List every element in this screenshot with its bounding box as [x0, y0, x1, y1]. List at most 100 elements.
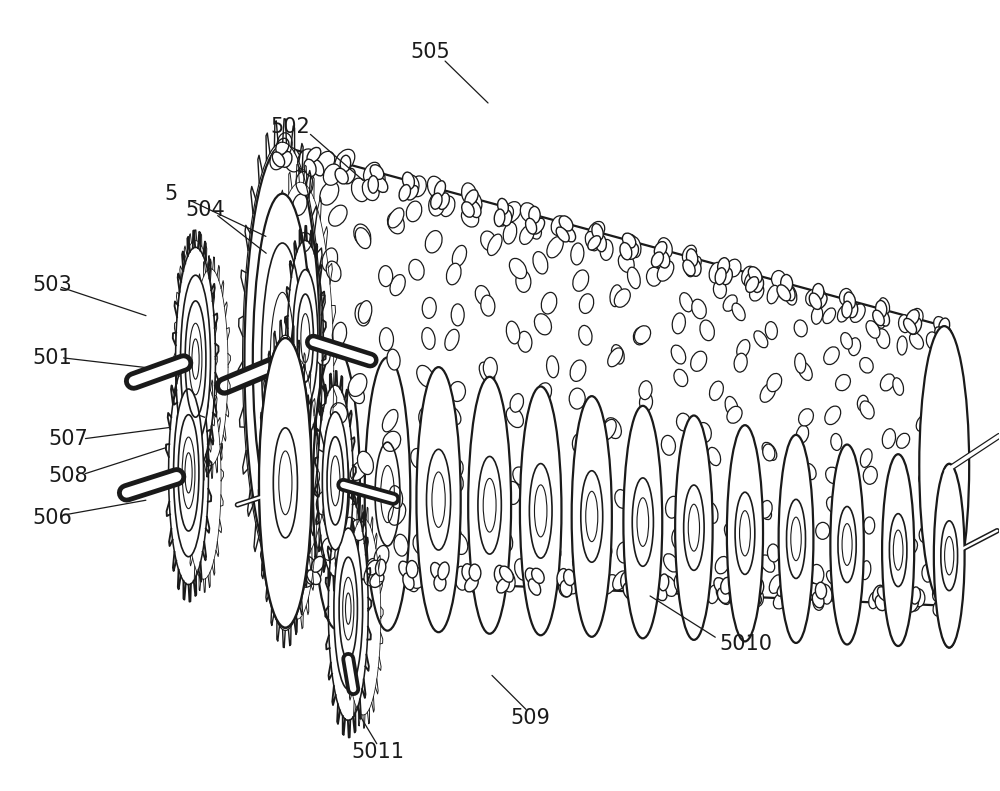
Ellipse shape [688, 569, 701, 591]
Ellipse shape [573, 550, 588, 571]
Ellipse shape [600, 574, 617, 594]
Ellipse shape [850, 304, 865, 323]
Ellipse shape [528, 579, 541, 596]
Ellipse shape [906, 309, 919, 326]
Ellipse shape [437, 560, 453, 580]
Ellipse shape [781, 578, 794, 596]
Ellipse shape [683, 259, 695, 276]
Ellipse shape [592, 224, 603, 240]
Ellipse shape [572, 433, 584, 452]
Ellipse shape [445, 406, 461, 425]
Ellipse shape [613, 571, 628, 590]
Ellipse shape [611, 345, 624, 364]
Ellipse shape [315, 151, 335, 174]
Ellipse shape [370, 165, 384, 180]
Ellipse shape [526, 558, 542, 579]
Ellipse shape [605, 418, 621, 438]
Ellipse shape [295, 386, 309, 409]
Ellipse shape [897, 487, 911, 504]
Ellipse shape [935, 558, 949, 574]
Ellipse shape [879, 297, 890, 314]
Ellipse shape [389, 486, 403, 509]
Ellipse shape [480, 439, 494, 460]
Ellipse shape [897, 336, 907, 355]
Ellipse shape [513, 467, 529, 486]
Ellipse shape [727, 426, 763, 642]
Ellipse shape [326, 422, 341, 445]
Ellipse shape [651, 252, 663, 267]
Ellipse shape [579, 293, 594, 313]
Ellipse shape [449, 381, 465, 402]
Ellipse shape [520, 225, 534, 244]
Ellipse shape [406, 561, 418, 578]
Ellipse shape [634, 449, 650, 470]
Ellipse shape [438, 193, 449, 210]
Ellipse shape [758, 502, 772, 520]
Ellipse shape [760, 501, 772, 518]
Ellipse shape [941, 589, 953, 605]
Ellipse shape [411, 567, 427, 589]
Ellipse shape [559, 216, 573, 231]
Ellipse shape [837, 305, 850, 322]
Ellipse shape [709, 263, 724, 283]
Ellipse shape [781, 274, 793, 292]
Ellipse shape [494, 566, 505, 583]
Ellipse shape [485, 501, 499, 520]
Ellipse shape [869, 592, 879, 609]
Ellipse shape [934, 316, 946, 333]
Ellipse shape [368, 169, 385, 193]
Ellipse shape [643, 580, 657, 600]
Ellipse shape [481, 295, 495, 316]
Ellipse shape [578, 498, 593, 517]
Ellipse shape [434, 575, 446, 591]
Ellipse shape [374, 176, 388, 192]
Ellipse shape [259, 338, 312, 627]
Text: 504: 504 [186, 200, 225, 220]
Ellipse shape [529, 577, 543, 596]
Ellipse shape [299, 564, 317, 587]
Ellipse shape [340, 155, 351, 172]
Ellipse shape [322, 412, 348, 550]
Ellipse shape [752, 578, 764, 596]
Ellipse shape [885, 573, 897, 589]
Ellipse shape [390, 274, 405, 296]
Ellipse shape [734, 354, 747, 372]
Ellipse shape [601, 419, 616, 440]
Ellipse shape [348, 373, 367, 396]
Ellipse shape [716, 586, 730, 604]
Ellipse shape [394, 534, 408, 556]
Ellipse shape [737, 339, 750, 358]
Ellipse shape [671, 345, 686, 364]
Ellipse shape [682, 589, 697, 607]
Ellipse shape [907, 596, 919, 612]
Ellipse shape [796, 426, 809, 443]
Ellipse shape [772, 271, 786, 287]
Ellipse shape [452, 245, 467, 267]
Ellipse shape [935, 464, 963, 648]
Ellipse shape [244, 146, 320, 576]
Ellipse shape [735, 460, 750, 478]
Ellipse shape [697, 422, 711, 442]
Ellipse shape [337, 570, 354, 591]
Ellipse shape [723, 295, 737, 312]
Ellipse shape [945, 551, 955, 569]
Ellipse shape [343, 517, 359, 541]
Ellipse shape [754, 331, 768, 348]
Ellipse shape [478, 430, 494, 452]
Ellipse shape [375, 559, 386, 576]
Ellipse shape [799, 409, 813, 426]
Ellipse shape [529, 206, 540, 223]
Ellipse shape [354, 224, 371, 246]
Ellipse shape [572, 396, 612, 637]
Ellipse shape [506, 407, 523, 428]
Ellipse shape [510, 394, 524, 412]
Ellipse shape [816, 522, 830, 539]
Ellipse shape [634, 326, 651, 344]
Ellipse shape [343, 558, 355, 574]
Ellipse shape [343, 168, 355, 184]
Ellipse shape [571, 243, 584, 265]
Ellipse shape [479, 362, 495, 384]
Ellipse shape [406, 201, 422, 221]
Ellipse shape [387, 349, 400, 370]
Ellipse shape [585, 232, 599, 251]
